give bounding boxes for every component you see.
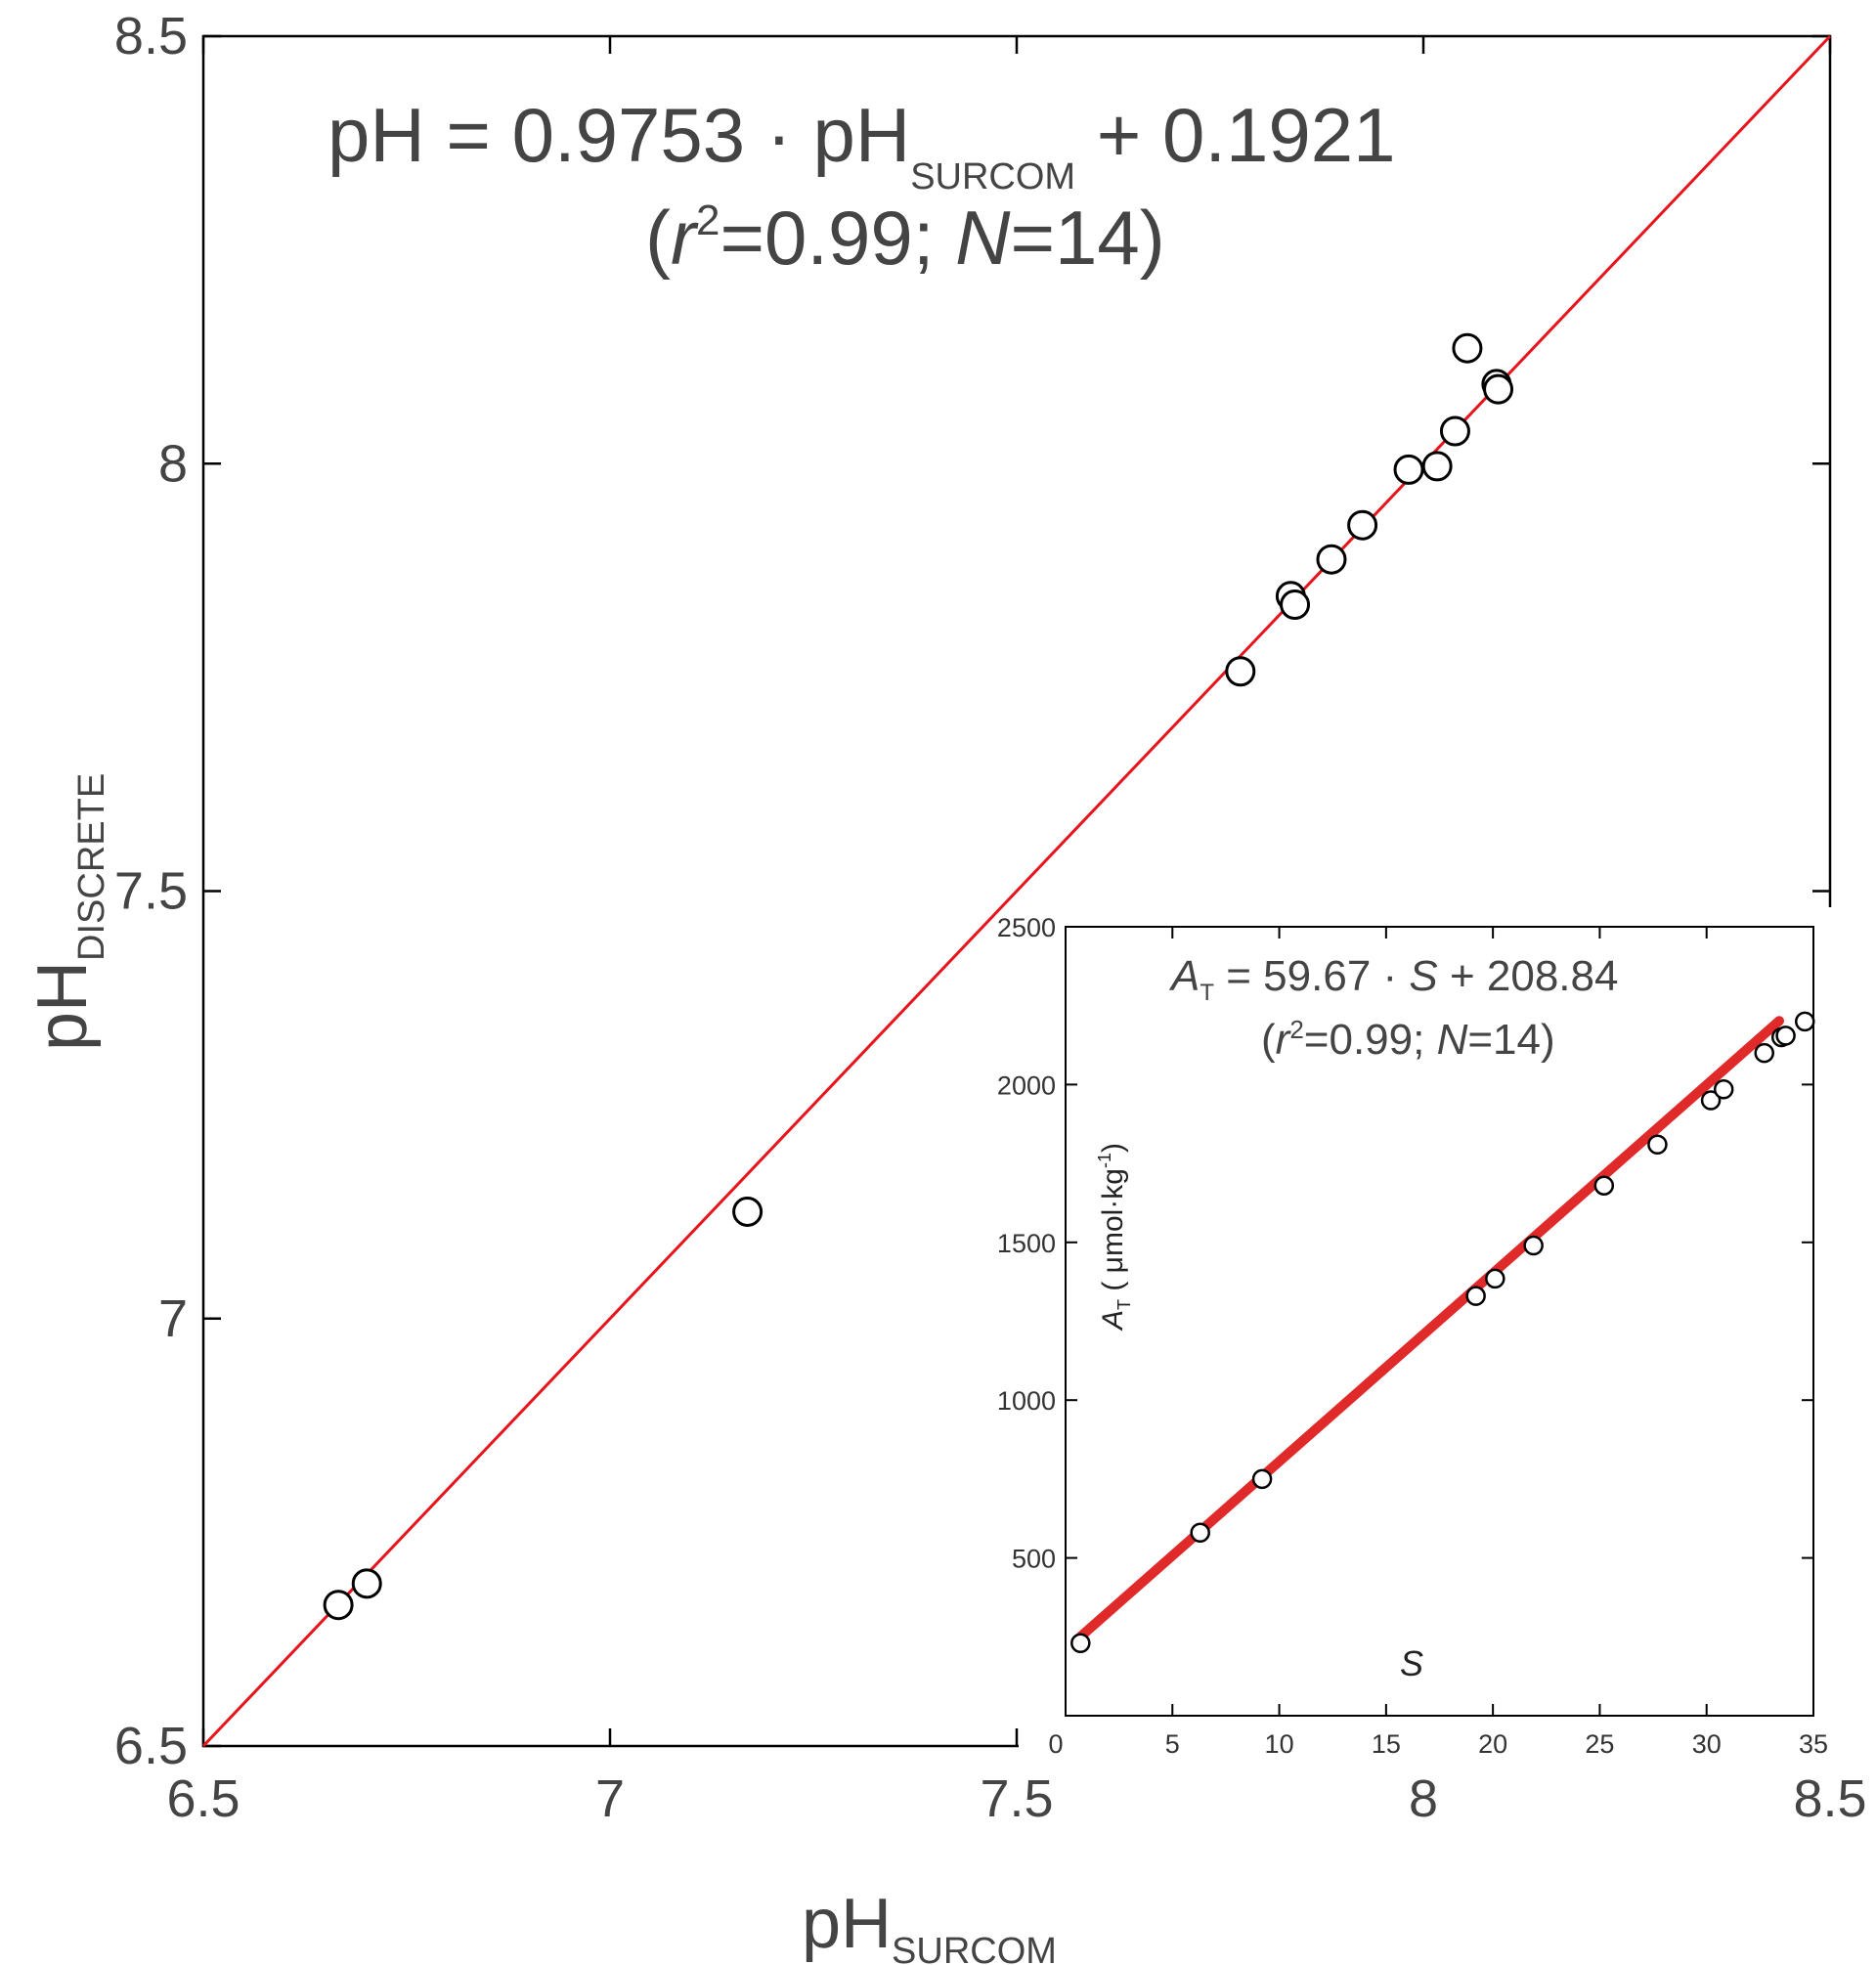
inset-x-axis-title: S [1400,1643,1423,1683]
inset-data-point [1190,1522,1210,1544]
main-y-axis-ticks: 6.5 7 7.5 8 8.5 [114,7,1830,1775]
inset-x-tick-label: 10 [1265,1729,1294,1759]
main-data-point [1347,509,1378,541]
inset-y-axis-title: AT ( μmol·kg-1) [1095,1143,1134,1332]
main-x-tick-label: 6.5 [166,1769,240,1828]
inset-x-tick-label: 30 [1692,1729,1722,1759]
main-data-point [1225,656,1256,687]
main-data-points [323,332,1514,1621]
inset-y-tick-label: 2000 [997,1070,1056,1100]
main-data-point [1421,451,1453,482]
main-data-point [1393,454,1424,485]
main-data-point [1439,415,1470,447]
main-fit-line [201,34,1832,1748]
inset-data-point [1593,1175,1615,1196]
main-y-tick-label: 6.5 [114,1717,188,1775]
main-data-point [1483,373,1514,405]
main-data-point [732,1196,763,1227]
inset-y-tick-label: 1000 [997,1386,1056,1416]
inset-y-tick-label: 500 [1012,1545,1056,1574]
inset-data-point [1795,1011,1815,1032]
inset-data-point [1523,1235,1544,1256]
inset-data-point [1700,1090,1722,1111]
main-data-point [1316,544,1347,575]
inset-x-tick-label: 35 [1799,1729,1828,1759]
inset-x-tick-label: 20 [1478,1729,1507,1759]
inset-data-points [1070,1011,1815,1654]
main-y-tick-label: 7.5 [114,862,188,921]
inset-x-axis-ticks: 0 5 10 15 20 25 30 35 [1048,927,1828,1759]
inset-y-tick-label: 2500 [997,913,1056,942]
inset-data-point [1251,1468,1273,1490]
inset-plot-frame [1065,926,1814,1717]
main-x-tick-label: 8.5 [1793,1769,1866,1828]
main-x-tick-label: 8 [1409,1769,1438,1828]
inset-data-point [1070,1633,1091,1654]
inset-x-tick-label: 15 [1372,1729,1401,1759]
inset-equation-line2: (r2=0.99; N=14) [1261,1015,1555,1064]
main-y-tick-label: 8 [158,434,188,493]
main-x-tick-label: 7 [595,1769,625,1828]
main-equation-line2: (r2=0.99; N=14) [645,195,1165,281]
inset-y-axis-ticks: 500 1000 1500 2000 2500 [997,913,1813,1574]
main-y-tick-label: 7 [158,1289,188,1348]
main-data-point [351,1568,382,1599]
main-x-tick-label: 7.5 [980,1769,1053,1828]
main-y-axis-title: pHDISCRETE [23,773,112,1051]
main-equation-line1: pH = 0.9753 · pHSURCOM + 0.1921 [327,92,1396,197]
inset-data-point [1775,1026,1796,1046]
main-y-tick-label: 8.5 [114,7,188,66]
inset-data-point [1485,1268,1505,1289]
inset-data-point [1713,1078,1734,1100]
main-data-point [1280,590,1311,621]
inset-equation-line1: AT = 59.67 · S + 208.84 [1168,952,1618,1006]
main-data-point [1452,332,1483,364]
inset-y-tick-label: 1500 [997,1229,1056,1258]
inset-data-point [1647,1134,1668,1155]
main-x-axis-title: pHSURCOM [802,1885,1057,1965]
main-data-point [323,1590,354,1621]
main-x-axis-ticks: 6.5 7 7.5 8 8.5 [166,36,1867,1828]
inset-data-point [1754,1042,1774,1064]
inset-x-tick-label: 25 [1585,1729,1614,1759]
main-plot: 6.5 7 7.5 8 8.5 6.5 7 7.5 8 8.5 pH = 0.9753 · pH… [23,7,1867,1965]
inset-x-tick-label: 0 [1048,1729,1063,1759]
inset-data-point [1465,1286,1486,1306]
inset-x-tick-label: 5 [1165,1729,1180,1759]
inset-plot: 0 5 10 15 20 25 30 35 500 1000 1500 2000 2500 AT = … [997,907,1833,1763]
